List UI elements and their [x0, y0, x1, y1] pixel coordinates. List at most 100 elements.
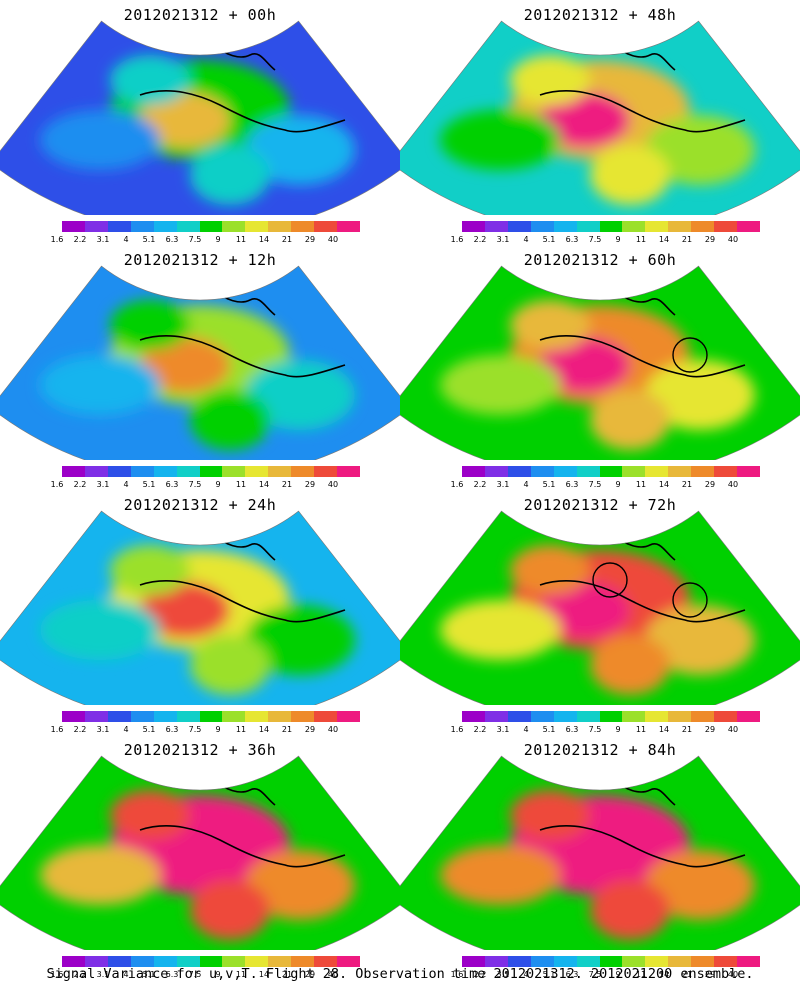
colorbar-swatch [553, 466, 577, 477]
colorbar-swatch [314, 221, 338, 232]
variance-blob [440, 845, 560, 905]
variance-blob [540, 337, 630, 393]
colorbar-swatch [176, 466, 200, 477]
colorbar-swatch [714, 956, 738, 967]
colorbar-label: 6.3 [165, 235, 179, 244]
colorbar-label: 1.6 [450, 235, 464, 244]
colorbar-swatch [668, 956, 692, 967]
colorbar-labels: 1.6 2.2 3.1 4 5.1 6.3 7.5 9 11 14 21 29 40 [451, 235, 767, 245]
colorbar-swatch [507, 956, 531, 967]
colorbar-label: 14 [258, 725, 270, 734]
map-outline [0, 20, 400, 215]
variance-blob [510, 55, 590, 105]
colorbar-labels: 1.6 2.2 3.1 4 5.1 6.3 7.5 9 11 14 21 29 40 [51, 480, 367, 490]
colorbar-label: 6.3 [165, 725, 179, 734]
colorbar-swatch [62, 221, 85, 232]
colorbar-swatch [337, 221, 360, 232]
colorbar-swatch [599, 221, 623, 232]
colorbar-label: 29 [304, 725, 316, 734]
variance-blob [440, 110, 560, 170]
colorbar-swatch [84, 466, 108, 477]
colorbar-swatch [176, 221, 200, 232]
variance-map [400, 265, 800, 460]
colorbar-label: 7.5 [188, 970, 202, 979]
variance-blob [110, 55, 190, 105]
panel-title: 2012021312 + 12h [123, 251, 277, 269]
colorbar-label: 4 [523, 480, 529, 489]
colorbar-label: 3.1 [96, 235, 110, 244]
colorbar-swatch [222, 956, 246, 967]
colorbar-swatch [245, 221, 269, 232]
colorbar [462, 466, 760, 477]
map-panel: 2012021312 + 72h 1.6 2.2 3.1 4 5.1 6.3 7.5 9 11 14… [400, 490, 800, 735]
colorbar-label: 1.6 [450, 725, 464, 734]
colorbar-label: 2.2 [473, 970, 487, 979]
colorbar-label: 29 [704, 725, 716, 734]
colorbar-swatch [107, 711, 131, 722]
panel-title: 2012021312 + 48h [523, 6, 677, 24]
colorbar-labels: 1.6 2.2 3.1 4 5.1 6.3 7.5 9 11 14 21 29 40 [451, 480, 767, 490]
variance-blob [40, 110, 160, 170]
map-panel: 2012021312 + 00h 1.6 2.2 3.1 4 5.1 6.3 7.5 9 11 14… [0, 0, 400, 245]
colorbar-swatch [107, 466, 131, 477]
colorbar-label: 29 [304, 480, 316, 489]
colorbar-swatch [462, 956, 485, 967]
colorbar-swatch [84, 711, 108, 722]
colorbar-label: 1.6 [50, 235, 64, 244]
colorbar-label: 2.2 [473, 235, 487, 244]
colorbar-label: 6.3 [565, 235, 579, 244]
colorbar-swatch [62, 466, 85, 477]
colorbar-label: 11 [635, 970, 647, 979]
colorbar-label: 5.1 [142, 970, 156, 979]
colorbar-swatch [645, 466, 669, 477]
colorbar-swatch [268, 711, 292, 722]
colorbar-label: 29 [704, 970, 716, 979]
colorbar-swatch [553, 956, 577, 967]
colorbar-label: 7.5 [188, 725, 202, 734]
colorbar-label: 40 [327, 235, 339, 244]
colorbar-swatch [599, 956, 623, 967]
colorbar-swatch [645, 221, 669, 232]
colorbar-swatch [507, 466, 531, 477]
variance-map [0, 510, 400, 705]
variance-blob [245, 115, 355, 185]
colorbar-label: 3.1 [496, 480, 510, 489]
colorbar-labels: 1.6 2.2 3.1 4 5.1 6.3 7.5 9 11 14 21 29 40 [451, 970, 767, 980]
colorbar-swatch [314, 466, 338, 477]
colorbar-swatch [668, 711, 692, 722]
colorbar-label: 9 [615, 480, 621, 489]
map-outline [0, 265, 400, 460]
colorbar-label: 11 [235, 480, 247, 489]
colorbar-swatch [622, 466, 646, 477]
variance-blob [645, 850, 755, 920]
colorbar-label: 7.5 [188, 235, 202, 244]
figure-caption: Signal Variance for u,v,T. Flight 28. Ob… [46, 966, 754, 982]
colorbar-label: 3.1 [96, 725, 110, 734]
colorbar-label: 21 [681, 970, 693, 979]
colorbar-labels: 1.6 2.2 3.1 4 5.1 6.3 7.5 9 11 14 21 29 40 [451, 725, 767, 735]
variance-blob [110, 300, 190, 350]
colorbar-swatch [553, 221, 577, 232]
colorbar-label: 11 [635, 725, 647, 734]
colorbar-swatch [291, 711, 315, 722]
colorbar-swatch [599, 466, 623, 477]
colorbar-labels: 1.6 2.2 3.1 4 5.1 6.3 7.5 9 11 14 21 29 40 [51, 235, 367, 245]
colorbar-swatch [222, 711, 246, 722]
colorbar-swatch [622, 956, 646, 967]
colorbar-label: 3.1 [496, 725, 510, 734]
colorbar-swatch [245, 466, 269, 477]
colorbar-label: 7.5 [588, 725, 602, 734]
colorbar-swatch [714, 711, 738, 722]
colorbar-label: 7.5 [588, 480, 602, 489]
variance-blob [245, 850, 355, 920]
colorbar-swatch [62, 711, 85, 722]
colorbar-swatch [737, 711, 760, 722]
colorbar-swatch [199, 711, 223, 722]
variance-blob [645, 605, 755, 675]
variance-blob [510, 545, 590, 595]
observation-circle [672, 337, 708, 373]
colorbar-swatch [553, 711, 577, 722]
colorbar-label: 40 [327, 480, 339, 489]
colorbar-label: 5.1 [542, 970, 556, 979]
colorbar-label: 40 [327, 725, 339, 734]
